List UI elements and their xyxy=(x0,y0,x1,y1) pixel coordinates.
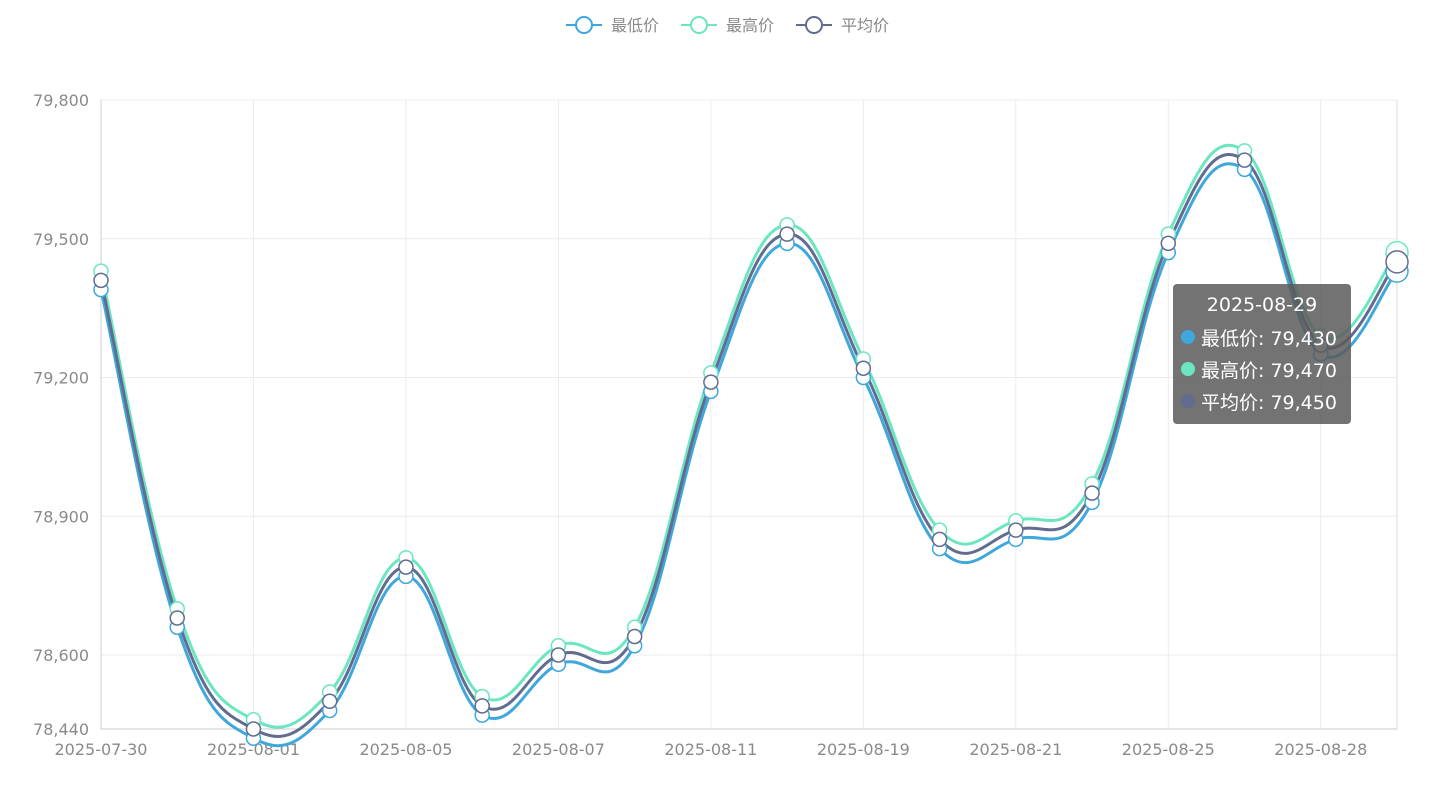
data-point[interactable] xyxy=(855,360,872,376)
data-point[interactable] xyxy=(93,272,109,289)
data-point[interactable] xyxy=(550,647,567,663)
x-tick-label: 2025-08-07 xyxy=(512,740,605,759)
data-point[interactable] xyxy=(626,628,643,645)
data-point[interactable] xyxy=(1385,250,1409,274)
legend-item[interactable]: 最低价 xyxy=(566,16,659,35)
series-line xyxy=(99,143,1399,729)
grid-lines xyxy=(100,99,1398,730)
legend-marker xyxy=(690,16,708,34)
tooltip: 2025-08-29 最低价: 79,430 最高价: 79,470 平均价: … xyxy=(1173,284,1351,424)
x-tick-label: 2025-08-28 xyxy=(1274,740,1367,759)
axes: 78,440 78,600 78,900 79,200 79,500 79,800 2025… xyxy=(33,91,1397,759)
series-lines xyxy=(99,143,1399,748)
legend-label: 平均价 xyxy=(841,16,889,35)
legend[interactable]: 最低价 最高价 平均价 xyxy=(566,16,889,35)
tooltip-row-min: 最低价: 79,430 xyxy=(1181,321,1343,353)
data-point[interactable] xyxy=(169,610,185,626)
legend-marker xyxy=(575,16,593,34)
series-line xyxy=(99,153,1399,738)
tooltip-label-avg: 平均价: 79,450 xyxy=(1201,391,1337,414)
x-tick-label: 2025-08-11 xyxy=(664,740,757,759)
legend-item[interactable]: 平均价 xyxy=(796,16,889,35)
y-tick-label: 79,500 xyxy=(33,230,89,249)
tooltip-row-avg: 平均价: 79,450 xyxy=(1181,385,1343,417)
legend-label: 最低价 xyxy=(611,16,659,35)
y-tick-label: 78,440 xyxy=(33,720,89,739)
data-point[interactable] xyxy=(474,698,490,714)
tooltip-title: 2025-08-29 xyxy=(1206,294,1318,316)
y-tick-label: 79,800 xyxy=(33,91,89,110)
y-tick-label: 79,200 xyxy=(33,369,89,388)
x-tick-label: 2025-07-30 xyxy=(55,740,148,759)
tooltip-label-max: 最高价: 79,470 xyxy=(1201,359,1337,382)
data-point[interactable] xyxy=(931,531,948,548)
data-point[interactable] xyxy=(245,721,262,737)
x-tick-label: 2025-08-05 xyxy=(359,740,452,759)
data-point[interactable] xyxy=(1160,235,1177,252)
data-point[interactable] xyxy=(1084,485,1100,501)
data-point[interactable] xyxy=(321,693,338,709)
data-point[interactable] xyxy=(779,226,795,242)
x-tick-label: 2025-08-21 xyxy=(969,740,1062,759)
y-tick-label: 78,600 xyxy=(33,646,89,665)
series-line xyxy=(99,162,1399,748)
x-tick-label: 2025-08-19 xyxy=(817,740,910,759)
tooltip-row-max: 最高价: 79,470 xyxy=(1181,353,1343,385)
x-tick-label: 2025-08-25 xyxy=(1122,740,1215,759)
tooltip-dot-max xyxy=(1181,362,1195,376)
data-point[interactable] xyxy=(1008,522,1024,538)
legend-marker xyxy=(805,16,823,34)
tooltip-dot-avg xyxy=(1181,394,1195,408)
data-point[interactable] xyxy=(398,559,414,575)
tooltip-dot-min xyxy=(1181,330,1195,344)
legend-item[interactable]: 最高价 xyxy=(681,16,774,35)
y-tick-label: 78,900 xyxy=(33,507,89,526)
data-point[interactable] xyxy=(1236,152,1253,168)
data-point[interactable] xyxy=(703,374,719,390)
legend-label: 最高价 xyxy=(726,16,774,35)
tooltip-label-min: 最低价: 79,430 xyxy=(1201,327,1337,350)
